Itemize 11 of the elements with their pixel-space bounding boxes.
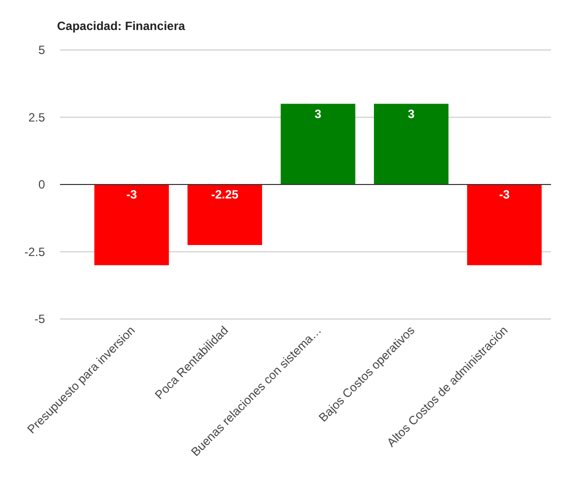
y-tick-label: 5	[38, 43, 46, 57]
data-label: 3	[408, 106, 415, 121]
data-label: -2.25	[211, 188, 239, 202]
y-tick-label: -5	[34, 312, 46, 326]
data-label: -3	[126, 188, 138, 202]
y-tick-label: 2.5	[28, 110, 46, 124]
chart-title: Capacidad: Financiera	[57, 19, 186, 33]
data-label: -3	[499, 188, 510, 202]
y-tick-label: 0	[38, 178, 46, 192]
y-tick-label: -2.5	[24, 244, 46, 259]
data-label: 3	[314, 106, 322, 121]
